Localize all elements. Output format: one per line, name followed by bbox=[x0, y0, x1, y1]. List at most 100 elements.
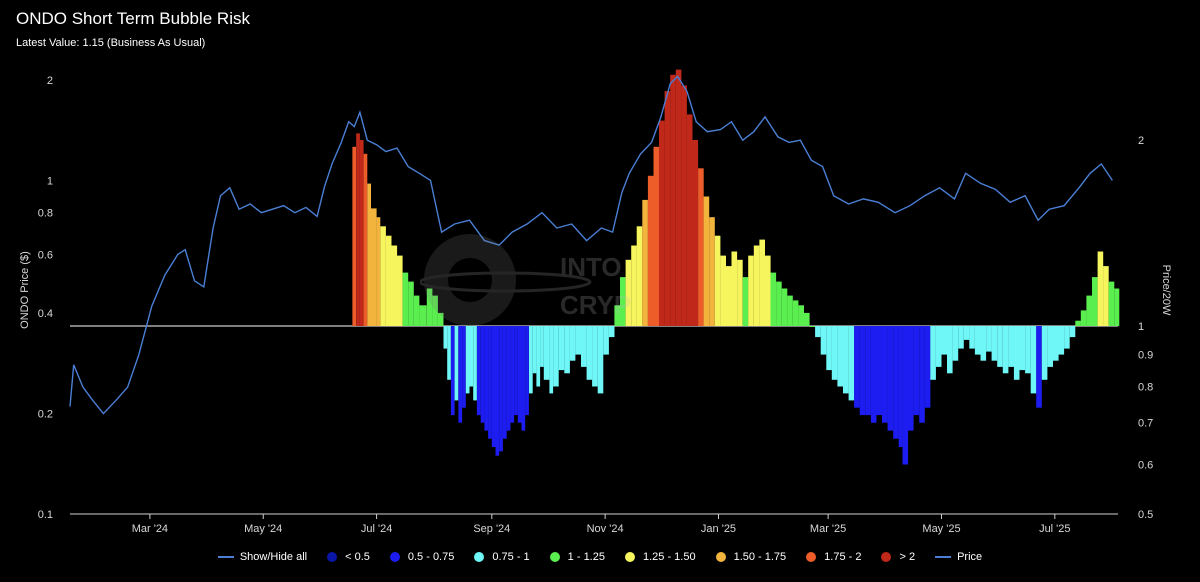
ratio-bar[interactable] bbox=[397, 255, 403, 326]
ratio-bar[interactable] bbox=[731, 251, 738, 327]
price-line[interactable] bbox=[69, 75, 1113, 415]
ratio-bar[interactable] bbox=[454, 326, 459, 401]
ratio-bar[interactable] bbox=[664, 91, 671, 326]
ratio-bar[interactable] bbox=[898, 326, 903, 447]
ratio-bar[interactable] bbox=[958, 326, 964, 349]
ratio-bar[interactable] bbox=[1030, 326, 1037, 394]
ratio-bar[interactable] bbox=[447, 326, 451, 380]
ratio-bar[interactable] bbox=[371, 208, 377, 326]
ratio-bar[interactable] bbox=[1103, 266, 1109, 326]
ratio-bar[interactable] bbox=[714, 235, 721, 326]
ratio-bar[interactable] bbox=[614, 305, 620, 326]
ratio-bar[interactable] bbox=[536, 326, 541, 387]
ratio-bar[interactable] bbox=[642, 199, 648, 326]
ratio-bar[interactable] bbox=[503, 326, 507, 439]
legend-item[interactable]: 1 - 1.25 bbox=[549, 551, 605, 563]
ratio-bar[interactable] bbox=[759, 239, 765, 326]
ratio-bar[interactable] bbox=[991, 326, 998, 361]
ratio-bar[interactable] bbox=[653, 146, 660, 326]
legend-item[interactable]: < 0.5 bbox=[327, 551, 370, 563]
ratio-bar[interactable] bbox=[859, 326, 866, 416]
ratio-bar[interactable] bbox=[603, 326, 609, 355]
ratio-bar[interactable] bbox=[1058, 326, 1065, 355]
ratio-bar[interactable] bbox=[748, 255, 754, 326]
legend-item[interactable]: Price bbox=[935, 551, 982, 563]
ratio-bar[interactable] bbox=[935, 326, 942, 367]
ratio-bar[interactable] bbox=[698, 168, 704, 326]
ratio-bar[interactable] bbox=[1064, 326, 1070, 349]
ratio-bar[interactable] bbox=[625, 259, 632, 326]
ratio-bar[interactable] bbox=[1025, 326, 1031, 374]
ratio-bar[interactable] bbox=[525, 326, 529, 416]
ratio-bar[interactable] bbox=[854, 326, 860, 408]
ratio-bar[interactable] bbox=[376, 217, 381, 326]
ratio-bar[interactable] bbox=[1047, 326, 1053, 367]
legend-item[interactable]: 1.75 - 2 bbox=[806, 551, 861, 563]
ratio-bar[interactable] bbox=[720, 255, 726, 326]
ratio-bar[interactable] bbox=[876, 326, 882, 416]
ratio-bar[interactable] bbox=[919, 326, 925, 423]
ratio-bar[interactable] bbox=[986, 326, 992, 352]
ratio-bar[interactable] bbox=[826, 326, 832, 371]
ratio-bar[interactable] bbox=[549, 326, 554, 394]
ratio-bar[interactable] bbox=[686, 114, 693, 327]
ratio-bar[interactable] bbox=[908, 326, 914, 431]
ratio-bar[interactable] bbox=[1002, 326, 1009, 374]
ratio-bar[interactable] bbox=[887, 326, 894, 431]
ratio-bar[interactable] bbox=[359, 140, 364, 326]
ratio-bar[interactable] bbox=[480, 326, 485, 423]
ratio-bar[interactable] bbox=[569, 326, 576, 361]
ratio-bar[interactable] bbox=[506, 326, 511, 431]
ratio-bar[interactable] bbox=[703, 196, 710, 327]
ratio-bar[interactable] bbox=[458, 326, 463, 423]
ratio-bar[interactable] bbox=[363, 153, 368, 326]
ratio-bar[interactable] bbox=[947, 326, 953, 374]
ratio-bar[interactable] bbox=[575, 326, 581, 355]
ratio-bar[interactable] bbox=[462, 326, 466, 408]
ratio-bar[interactable] bbox=[413, 295, 420, 326]
ratio-bar[interactable] bbox=[1053, 326, 1059, 361]
ratio-bar[interactable] bbox=[902, 326, 909, 465]
ratio-bar[interactable] bbox=[837, 326, 843, 387]
ratio-bar[interactable] bbox=[450, 326, 455, 416]
ratio-bar[interactable] bbox=[770, 272, 777, 326]
ratio-bar[interactable] bbox=[798, 305, 804, 326]
legend-item[interactable]: 0.75 - 1 bbox=[474, 551, 530, 563]
ratio-bar[interactable] bbox=[510, 326, 515, 423]
ratio-bar[interactable] bbox=[391, 245, 398, 327]
ratio-bar[interactable] bbox=[1069, 326, 1076, 338]
ratio-bar[interactable] bbox=[924, 326, 931, 408]
ratio-bar[interactable] bbox=[558, 326, 565, 371]
ratio-bar[interactable] bbox=[586, 326, 593, 380]
ratio-bar[interactable] bbox=[1013, 326, 1020, 380]
ratio-bar[interactable] bbox=[670, 74, 676, 326]
ratio-bar[interactable] bbox=[647, 175, 654, 326]
ratio-bar[interactable] bbox=[432, 295, 438, 326]
ratio-bar[interactable] bbox=[843, 326, 849, 394]
ratio-bar[interactable] bbox=[781, 288, 788, 327]
legend-item[interactable]: Show/Hide all bbox=[217, 551, 307, 563]
ratio-bar[interactable] bbox=[776, 281, 782, 326]
ratio-bar[interactable] bbox=[941, 326, 948, 355]
ratio-bar[interactable] bbox=[1019, 326, 1026, 371]
ratio-bar[interactable] bbox=[893, 326, 899, 439]
ratio-bar[interactable] bbox=[408, 281, 414, 326]
ratio-bar[interactable] bbox=[1086, 295, 1092, 326]
ratio-bar[interactable] bbox=[356, 133, 360, 326]
ratio-bar[interactable] bbox=[385, 235, 392, 326]
ratio-bar[interactable] bbox=[426, 288, 433, 327]
ratio-bar[interactable] bbox=[367, 183, 371, 326]
ratio-bar[interactable] bbox=[815, 326, 821, 338]
ratio-bar[interactable] bbox=[974, 326, 981, 355]
ratio-bar[interactable] bbox=[963, 326, 970, 340]
ratio-bar[interactable] bbox=[870, 326, 877, 423]
ratio-bar[interactable] bbox=[608, 326, 615, 338]
ratio-bar[interactable] bbox=[469, 326, 474, 387]
ratio-bar[interactable] bbox=[952, 326, 959, 361]
ratio-bar[interactable] bbox=[787, 295, 793, 326]
ratio-bar[interactable] bbox=[1080, 310, 1087, 326]
ratio-bar[interactable] bbox=[681, 85, 687, 327]
ratio-bar[interactable] bbox=[792, 300, 799, 326]
ratio-bar[interactable] bbox=[997, 326, 1003, 367]
ratio-bar[interactable] bbox=[380, 226, 386, 326]
